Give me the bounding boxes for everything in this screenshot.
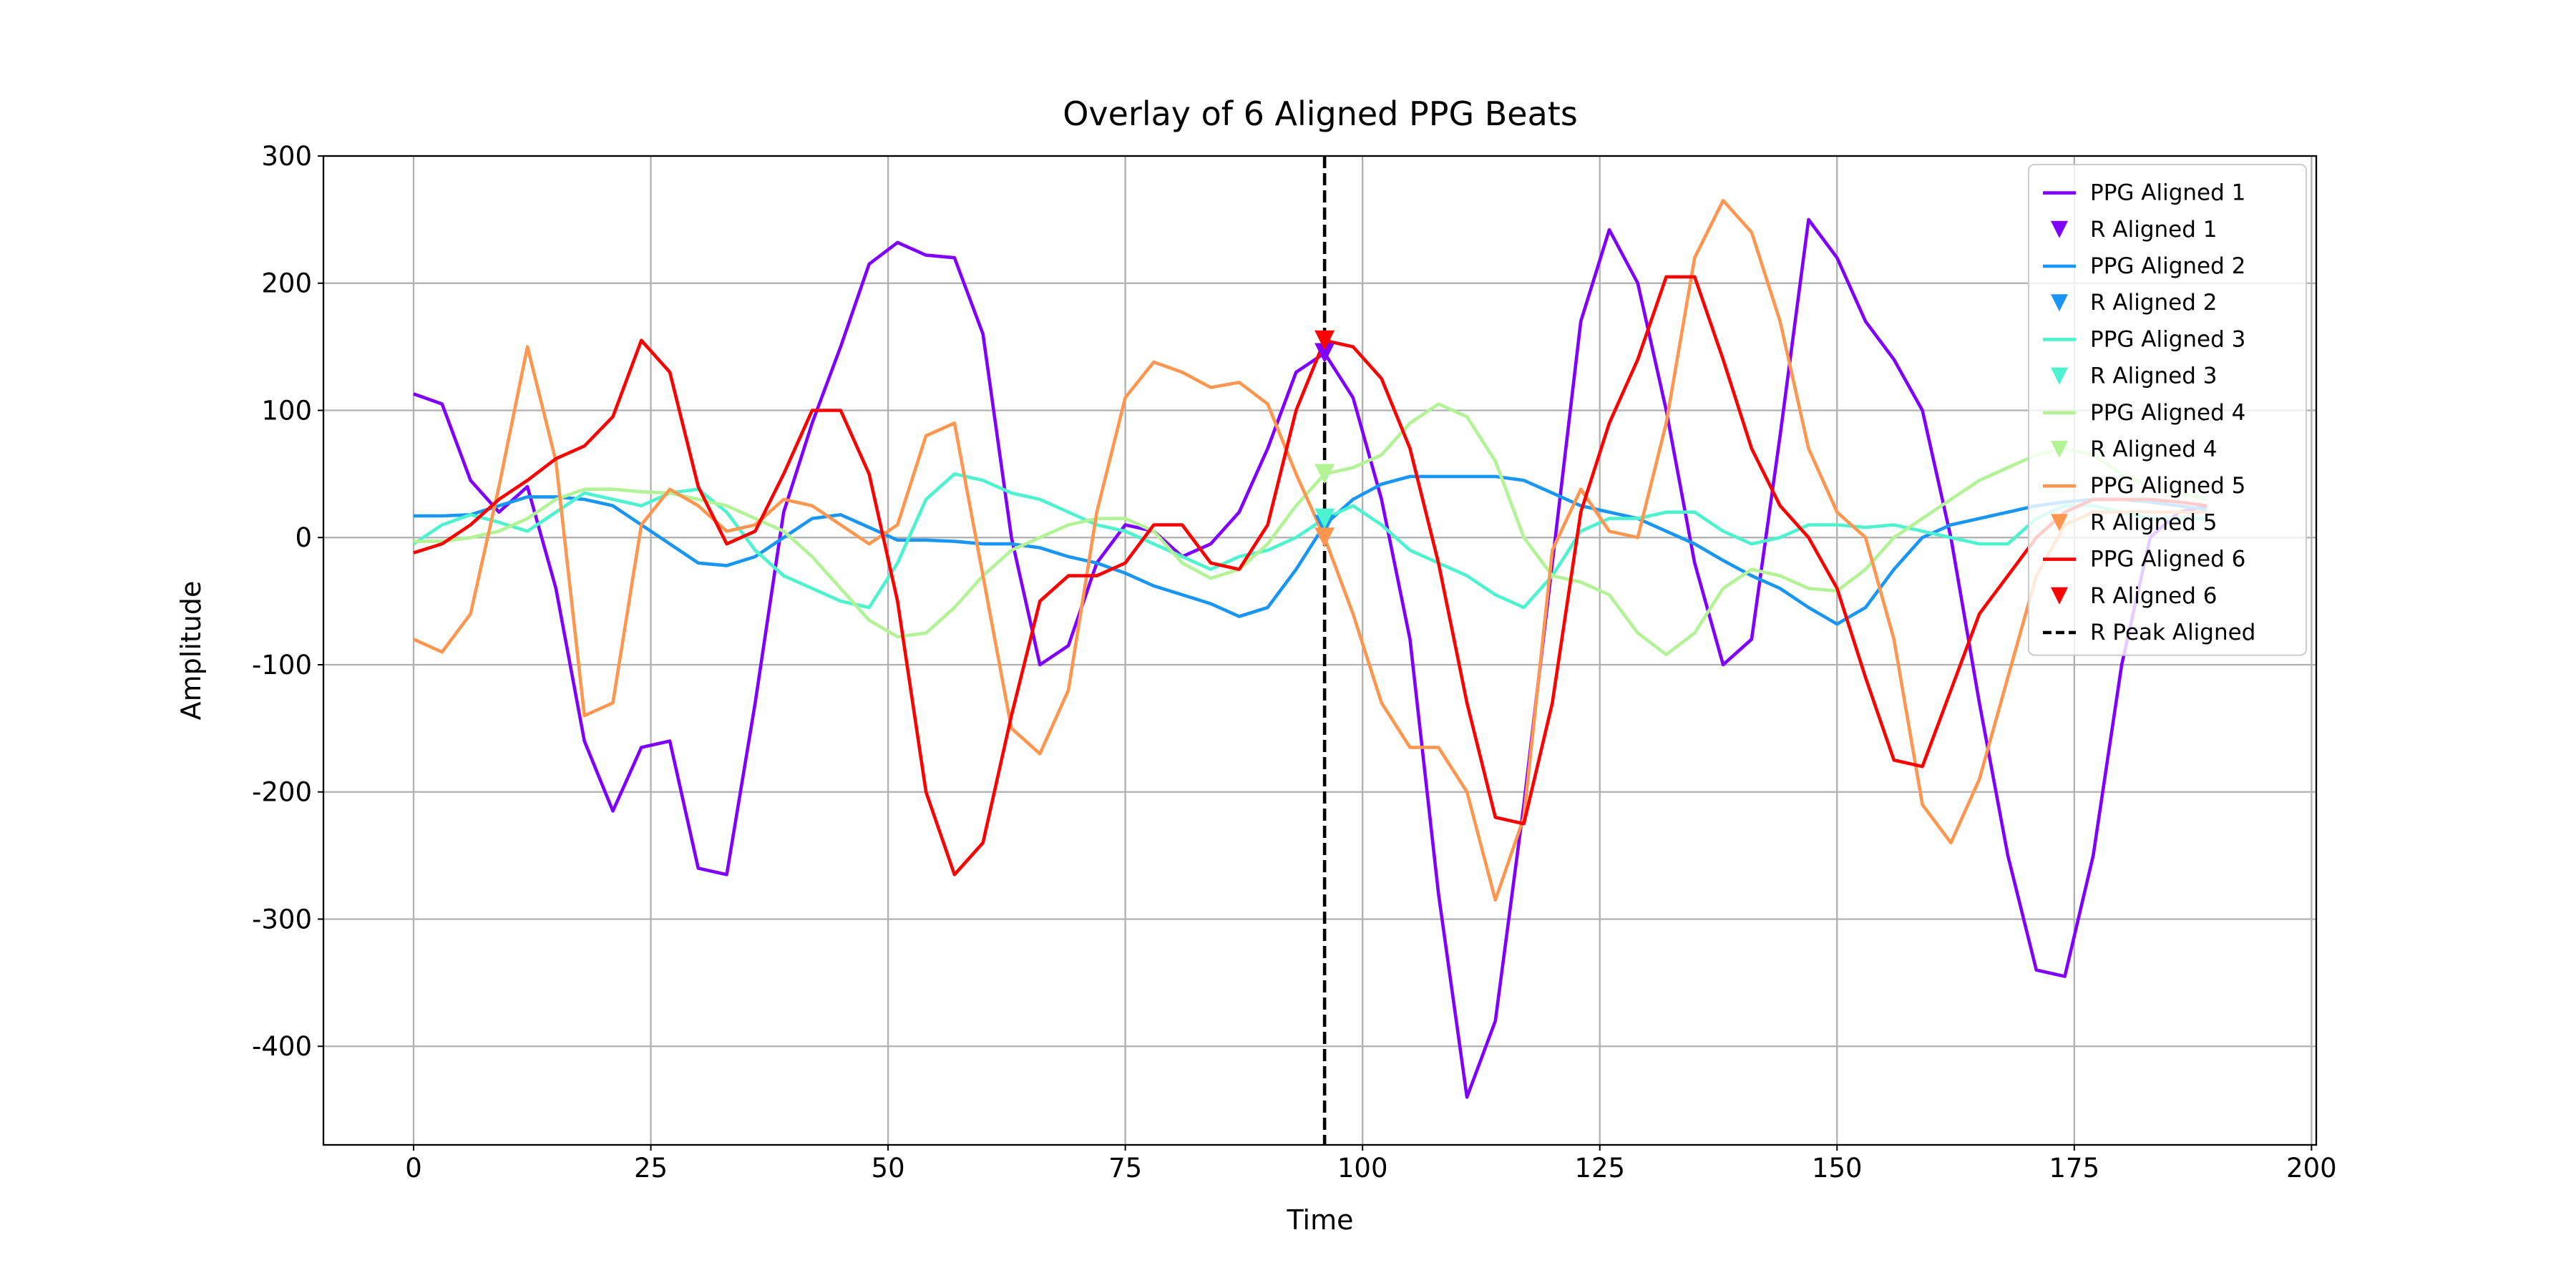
- x-tick-label: 50: [872, 1153, 905, 1184]
- legend-label: R Aligned 1: [2090, 217, 2217, 243]
- legend-label: PPG Aligned 4: [2090, 400, 2245, 426]
- x-tick-label: 100: [1337, 1153, 1388, 1184]
- chart-title: Overlay of 6 Aligned PPG Beats: [1063, 94, 1578, 133]
- x-tick-label: 150: [1812, 1153, 1863, 1184]
- plot-area: [412, 156, 2208, 1145]
- y-tick-label: 0: [295, 522, 312, 553]
- legend-swatch: [2051, 220, 2068, 238]
- legend-label: R Aligned 6: [2090, 583, 2217, 609]
- x-tick-label: 25: [634, 1153, 668, 1184]
- legend-swatch: [2051, 294, 2068, 312]
- r-marker: [1314, 330, 1335, 351]
- legend-label: PPG Aligned 3: [2090, 326, 2245, 352]
- series-line: [413, 275, 2207, 877]
- legend-label: PPG Aligned 5: [2090, 473, 2245, 499]
- legend-label: R Aligned 4: [2090, 436, 2217, 462]
- legend: PPG Aligned 1 R Aligned 1 PPG Aligned 2 R A…: [2028, 164, 2307, 656]
- legend-swatch: [2051, 441, 2068, 458]
- r-marker: [1314, 343, 1335, 364]
- legend-box: [2028, 164, 2307, 656]
- x-tick-label: 200: [2286, 1153, 2337, 1184]
- x-tick-label: 175: [2049, 1153, 2100, 1184]
- series-line: [413, 218, 2208, 1099]
- y-axis-label: Amplitude: [175, 581, 207, 721]
- r-marker: [1314, 464, 1335, 484]
- y-tick-label: -300: [252, 904, 312, 935]
- series-line: [414, 402, 2208, 657]
- y-tick-label: 200: [261, 268, 312, 299]
- axes-frame: [322, 155, 2318, 1146]
- r-marker: [1314, 508, 1335, 529]
- x-axis-label: Time: [1287, 1204, 1354, 1236]
- legend-label: R Aligned 5: [2090, 509, 2217, 535]
- y-tick-label: 100: [261, 395, 312, 426]
- legend-label: R Aligned 2: [2090, 290, 2217, 316]
- legend-label: PPG Aligned 6: [2090, 547, 2245, 572]
- legend-label: PPG Aligned 2: [2090, 253, 2245, 279]
- r-marker: [1314, 527, 1335, 548]
- x-tick-label: 125: [1574, 1153, 1625, 1184]
- legend-swatch: [2051, 514, 2068, 532]
- legend-label: R Aligned 3: [2090, 364, 2217, 389]
- series-line: [414, 474, 2207, 626]
- y-tick-label: -400: [252, 1031, 312, 1062]
- y-tick-label: -200: [252, 777, 312, 808]
- y-tick-label: 300: [261, 141, 312, 172]
- legend-swatch: [2051, 587, 2068, 605]
- legend-label: PPG Aligned 1: [2090, 180, 2245, 206]
- y-tick-label: -100: [252, 650, 312, 680]
- x-tick-label: 0: [405, 1153, 422, 1184]
- legend-swatch: [2051, 367, 2068, 385]
- x-tick-label: 75: [1108, 1153, 1142, 1184]
- legend-label: R Peak Aligned: [2090, 620, 2255, 645]
